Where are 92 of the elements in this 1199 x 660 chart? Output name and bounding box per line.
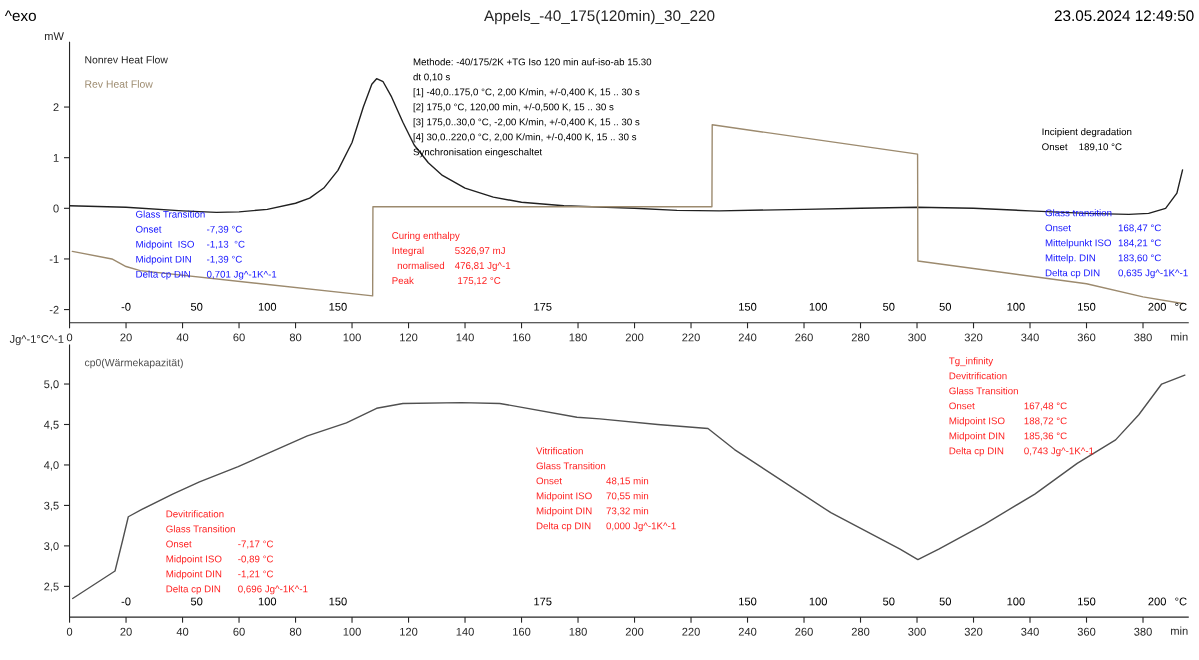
y-tick-label: 3,5 (44, 501, 59, 511)
text: cp0(Wärmekapazität) (84, 358, 183, 369)
x-tick-label: 360 (1077, 333, 1096, 342)
annotation: -0 (121, 597, 131, 606)
x-tick-label: 380 (1134, 333, 1152, 342)
text: Incipient degradation Onset 189,10 °C (1042, 128, 1132, 152)
x-tick-label: 200 (625, 627, 644, 636)
annotation: 50 (883, 302, 895, 311)
x-tick-label: 240 (738, 333, 757, 342)
x-tick-label: 260 (795, 627, 813, 636)
x-tick-label: 320 (964, 333, 983, 342)
x-tick-label: 140 (456, 627, 474, 636)
chart-title: Appels_-40_175(120min)_30_220 (484, 9, 715, 25)
text: Rev Heat Flow (85, 80, 153, 88)
text: 23.05.2024 12:49:50 (1054, 10, 1194, 22)
y-tick-label: 2,5 (44, 582, 59, 592)
y-tick-label: 0 (53, 204, 59, 213)
x-tick-label: 180 (569, 333, 587, 342)
x-tick-label: 280 (851, 333, 870, 342)
annotation: 175 (534, 597, 552, 606)
annotation: 50 (190, 302, 203, 311)
x-tick-label: 100 (343, 333, 361, 342)
annotation: 100 (258, 302, 277, 311)
annotation: 50 (939, 597, 952, 606)
y-tick-label: 4,5 (43, 420, 59, 430)
text: ^exo (4, 10, 36, 22)
x-tick-label: 300 (908, 627, 926, 636)
x-tick-label: 160 (513, 333, 531, 342)
annotation: 200 (1148, 302, 1166, 311)
annotation: °C (1175, 597, 1187, 606)
text: Tg_infinity Devitrification Glass Transition Onset 167,48 °C Midpoint ISO 188,72 °C Midpoint DIN 185,36 °C Delta cp DIN 0,743 Jg^-1K^-1 (949, 357, 1094, 457)
annotation: 200 (1148, 597, 1166, 606)
y-tick-label: 4,0 (43, 461, 59, 471)
x-axis-title: min (1171, 626, 1188, 635)
annotation: 150 (739, 302, 757, 311)
x-tick-label: 160 (513, 627, 531, 636)
y-tick-label: -1 (49, 255, 59, 263)
annotation: -0 (121, 302, 131, 311)
y-tick-label: 3,0 (44, 542, 59, 552)
x-tick-label: 100 (343, 627, 361, 636)
annotation: 100 (1007, 597, 1025, 606)
y-axis-title: Jg^-1°C^-1 (9, 335, 64, 346)
annotation: 100 (809, 597, 827, 606)
x-tick-label: 60 (233, 627, 245, 636)
annotation: 150 (1078, 302, 1096, 311)
x-tick-label: 260 (795, 333, 813, 342)
annotation: 150 (739, 597, 757, 606)
x-tick-label: 120 (400, 333, 418, 342)
y-tick-label: 2 (53, 103, 59, 112)
x-tick-label: 280 (851, 627, 870, 636)
x-tick-label: 80 (289, 333, 302, 342)
annotation: 175 (534, 302, 552, 311)
annotation: 50 (939, 302, 952, 311)
annotation: 100 (809, 302, 827, 311)
x-tick-label: 300 (908, 333, 926, 342)
x-tick-label: 220 (682, 627, 700, 636)
annotation: 150 (1078, 597, 1096, 606)
x-tick-label: 80 (289, 627, 302, 636)
annotation: 100 (258, 597, 277, 606)
text: Curing enthalpy Integral 5326,97 mJ normalised 476,81 Jg^-1 Peak 175,12 °C (392, 231, 511, 286)
y-tick-label: 1 (53, 154, 59, 162)
annotation: 50 (190, 597, 203, 606)
y-tick-label: -2 (49, 305, 59, 314)
x-tick-label: 380 (1134, 627, 1152, 636)
x-tick-label: 0 (66, 333, 73, 342)
x-tick-label: 140 (456, 333, 474, 342)
x-tick-label: 40 (176, 333, 189, 342)
x-tick-label: 220 (682, 333, 700, 342)
x-tick-label: 340 (1021, 627, 1039, 636)
x-tick-label: 180 (569, 627, 587, 636)
text: Vitrification Glass Transition Onset 48,15 min Midpoint ISO 70,55 min Midpoint DIN 73,32 min Delta cp DIN 0,000 Jg^-1K^-1 (536, 447, 676, 532)
x-tick-label: 200 (625, 333, 644, 342)
x-tick-label: 340 (1021, 333, 1039, 342)
x-tick-label: 360 (1077, 627, 1096, 636)
annotation: 100 (1007, 302, 1025, 311)
x-tick-label: 20 (120, 333, 132, 342)
x-tick-label: 120 (400, 627, 418, 636)
x-tick-label: 320 (964, 627, 983, 636)
text: Devitrification Glass Transition Onset -7,17 °C Midpoint ISO -0,89 °C Midpoint DIN -1,21 °C Delta cp DIN 0,696 Jg^-1K^-1 (166, 510, 308, 595)
annotation: °C (1175, 302, 1187, 311)
annotation: 50 (883, 597, 895, 606)
x-tick-label: 20 (120, 627, 132, 636)
x-tick-label: 60 (233, 333, 245, 342)
x-tick-label: 40 (176, 627, 189, 636)
annotation: 150 (329, 597, 347, 606)
x-tick-label: 240 (738, 627, 757, 636)
annotation: 150 (329, 302, 347, 311)
x-axis-title: min (1171, 332, 1188, 341)
y-tick-label: 5,0 (44, 380, 59, 390)
y-axis-title: mW (44, 32, 64, 40)
text: Nonrev Heat Flow (85, 55, 168, 64)
x-tick-label: 0 (66, 627, 73, 636)
